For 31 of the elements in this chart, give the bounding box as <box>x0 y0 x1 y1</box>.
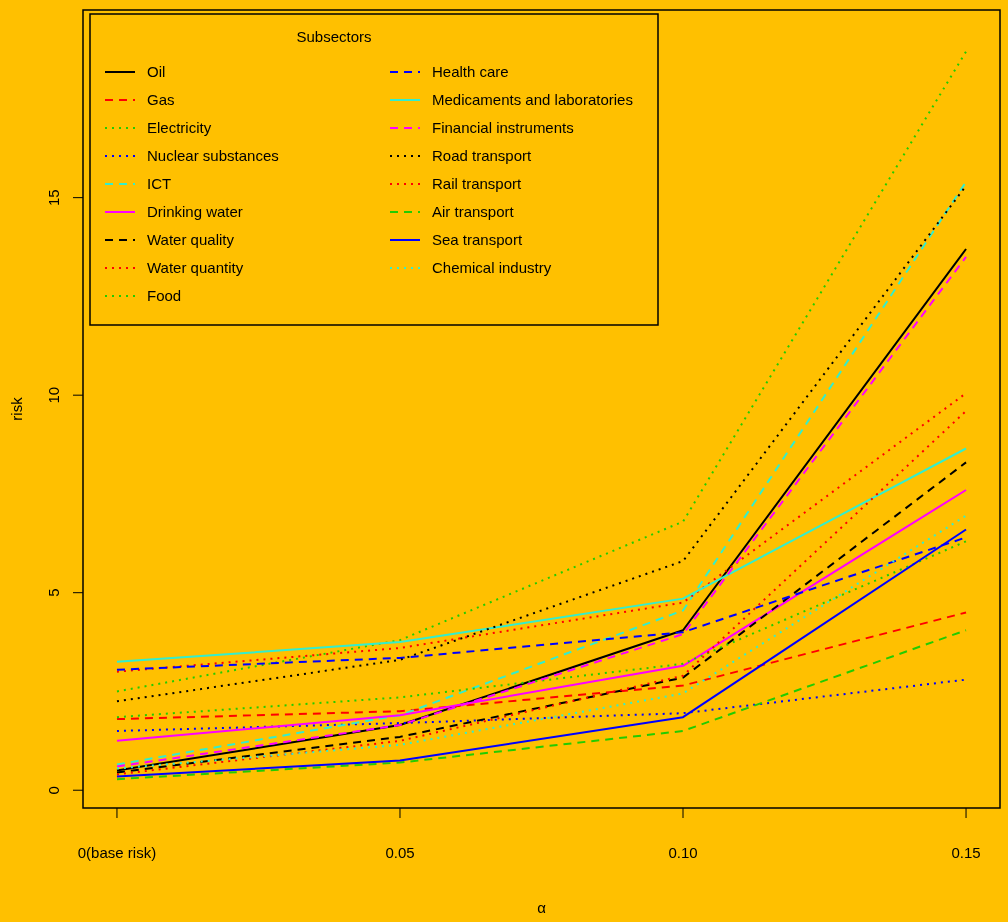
line-series <box>115 629 968 781</box>
line-series <box>115 540 968 719</box>
y-tick-label: 15 <box>45 189 62 206</box>
legend-label: Sea transport <box>432 231 523 248</box>
legend-label: Electricity <box>147 119 212 136</box>
legend-label: Drinking water <box>147 203 243 220</box>
legend-label: Air transport <box>432 203 515 220</box>
legend-label: Gas <box>147 91 175 108</box>
legend-label: Oil <box>147 63 166 80</box>
legend-label: Medicaments and laboratories <box>432 91 633 108</box>
x-tick-label: 0.05 <box>385 844 415 861</box>
x-axis-title: α <box>537 899 547 916</box>
y-tick-label: 0 <box>45 786 62 795</box>
y-tick-label: 5 <box>45 588 62 597</box>
legend-label: Rail transport <box>432 175 523 192</box>
y-tick-label: 10 <box>45 386 62 404</box>
legend-label: Water quantity <box>147 259 244 276</box>
legend-label: Financial instruments <box>432 119 574 136</box>
legend-label: ICT <box>147 175 172 192</box>
legend-label: Food <box>147 287 182 304</box>
legend-label: Nuclear substances <box>147 147 279 164</box>
legend-label: Road transport <box>432 147 533 164</box>
legend-title: Subsectors <box>296 28 372 45</box>
x-tick-label: 0.15 <box>951 844 981 861</box>
x-tick-label: 0.10 <box>668 844 698 861</box>
legend-label: Water quality <box>147 231 235 248</box>
legend-label: Health care <box>432 63 509 80</box>
legend-label: Chemical industry <box>432 259 552 276</box>
line-series <box>115 50 968 693</box>
y-axis-title: risk <box>8 396 25 421</box>
x-tick-label: 0(base risk) <box>77 844 157 861</box>
